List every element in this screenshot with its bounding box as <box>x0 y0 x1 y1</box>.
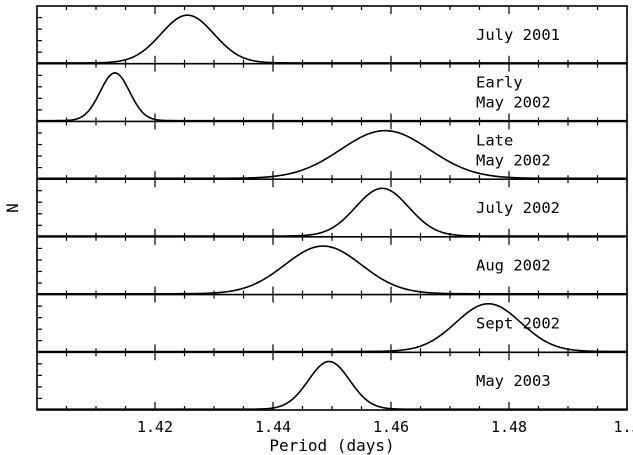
panel-label: July 2001 <box>476 26 560 44</box>
distribution-curve <box>37 129 627 180</box>
x-tick-label: 1.5 <box>613 418 633 436</box>
panel-label: May 2003 <box>476 372 551 390</box>
plot-frame <box>36 5 628 411</box>
distribution-curve <box>37 245 627 295</box>
panel-label: Aug 2002 <box>476 257 551 275</box>
panel-label: Early <box>476 74 523 92</box>
panel-label: July 2002 <box>476 199 560 217</box>
y-axis-label: N <box>3 203 22 213</box>
x-tick-label: 1.46 <box>373 418 409 436</box>
x-tick-label: 1.42 <box>137 418 173 436</box>
x-tick-label: 1.44 <box>255 418 291 436</box>
x-tick-label: 1.48 <box>491 418 527 436</box>
labels-layer: July 2001 Early May 2002 Late May 2002 July 2… <box>137 26 633 436</box>
panel-label: Sept 2002 <box>476 314 560 332</box>
panel-label: May 2002 <box>476 151 551 169</box>
panel-label: Late <box>476 131 513 149</box>
panel-label: May 2002 <box>476 94 551 112</box>
x-axis-label: Period (days) <box>269 436 394 455</box>
